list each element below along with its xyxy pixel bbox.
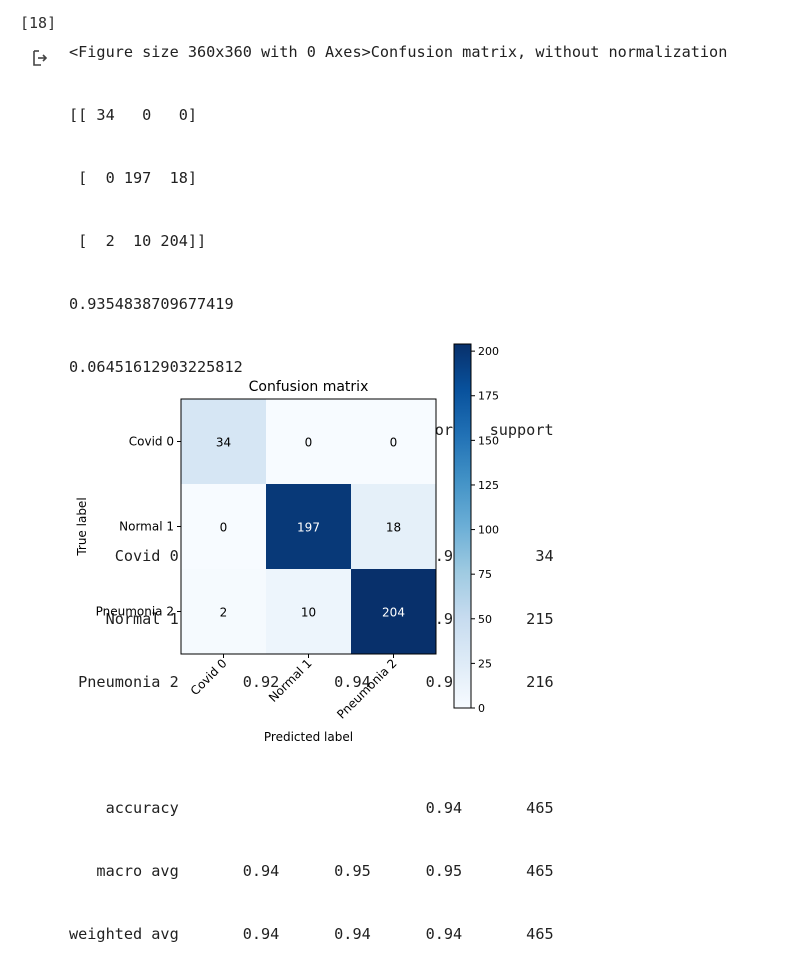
output-line: 0.9354838709677419 [69,295,234,313]
y-tick-label: Covid 0 [129,435,174,449]
output-line: [ 0 197 18] [69,169,198,187]
execution-count: [18] [20,14,57,32]
heatmap-cell [266,484,352,570]
x-tick-label: Pneumonia 2 [334,656,399,721]
colorbar [453,343,472,709]
heatmap-cell [181,569,267,655]
cell-value-label: 0 [390,436,398,450]
x-axis-label: Predicted label [264,730,353,744]
colorbar-tick-label: 175 [478,390,499,403]
output-line: [ 2 10 204]] [69,232,207,250]
output-line: Pneumonia 2 0.92 0.94 0.93 216 [69,673,554,691]
colorbar-tick-label: 150 [478,434,499,447]
output-line: weighted avg 0.94 0.94 0.94 465 [69,925,554,943]
output-line: <Figure size 360x360 with 0 Axes>Confusi… [69,43,728,61]
colorbar-tick-label: 75 [478,568,492,581]
cell-value-label: 0 [220,521,228,535]
cell-value-label: 18 [386,521,401,535]
cell-value-label: 197 [297,521,320,535]
heatmap-cells: 34 0 0 0 197 18 2 10 204 [181,399,437,655]
x-tick-label: Normal 1 [266,656,315,705]
colorbar-tick-label: 50 [478,613,492,626]
output-line: 0.06451612903225812 [69,358,243,376]
y-axis-label: True label [75,497,89,556]
heatmap-cell [266,569,352,655]
x-tick-label: Covid 0 [188,656,230,698]
heatmap-cell [351,484,437,570]
y-tick-label: Normal 1 [119,520,174,534]
cell-value-label: 204 [382,606,405,620]
heatmap-cell [266,399,352,485]
output-line: accuracy 0.94 465 [69,799,554,817]
cell-value-label: 0 [305,436,313,450]
confusion-matrix-figure: 34 0 0 0 197 18 2 10 204 Confusion matrix Predic… [0,330,808,763]
confusion-matrix-chart: 34 0 0 0 197 18 2 10 204 Confusion matrix Predic… [75,343,499,744]
colorbar-tick-label: 100 [478,524,499,537]
colorbar-tick-label: 25 [478,657,492,670]
colorbar-tick-label: 200 [478,345,499,358]
colorbar-ticks: 0 25 50 75 100 125 150 175 200 [471,345,499,715]
cell-value-label: 10 [301,606,316,620]
colorbar-tick-label: 0 [478,702,485,715]
output-line: [[ 34 0 0] [69,106,198,124]
cell-value-label: 34 [216,436,231,450]
output-line: macro avg 0.94 0.95 0.95 465 [69,862,554,880]
x-axis-ticks: Covid 0 Normal 1 Pneumonia 2 [188,654,400,722]
y-axis-ticks: Covid 0 Normal 1 Pneumonia 2 [96,435,181,619]
heatmap-cell [351,399,437,485]
heatmap-cell [351,569,437,655]
colorbar-tick-label: 125 [478,479,499,492]
heatmap-cell [181,399,267,485]
output-arrow-icon[interactable] [30,48,50,68]
cell-value-label: 2 [220,606,228,620]
y-tick-label: Pneumonia 2 [96,605,174,619]
heatmap-cell [181,484,267,570]
chart-title: Confusion matrix [249,379,369,395]
